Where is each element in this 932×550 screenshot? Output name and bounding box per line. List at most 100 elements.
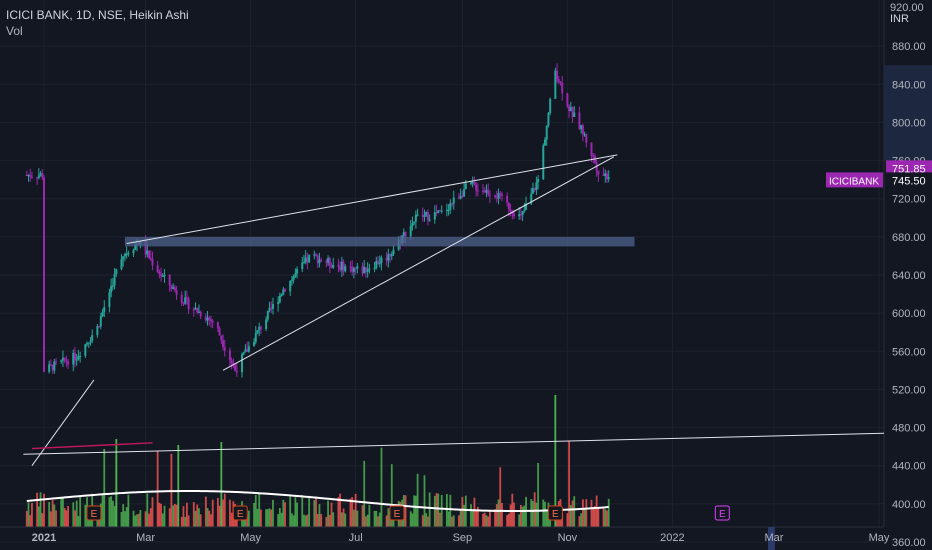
candle-body bbox=[435, 212, 438, 214]
volume-bar bbox=[218, 505, 221, 527]
currency-label[interactable]: INR bbox=[890, 13, 909, 25]
volume-bar bbox=[25, 510, 28, 527]
volume-spike bbox=[115, 439, 118, 527]
volume-bar bbox=[330, 502, 333, 527]
volume-bar bbox=[519, 505, 522, 527]
volume-bar bbox=[108, 497, 111, 527]
candle-body bbox=[211, 320, 214, 323]
candle-body bbox=[530, 193, 533, 204]
volume-spike bbox=[220, 442, 223, 527]
y-tick-label: 720.00 bbox=[892, 194, 926, 206]
volume-bar bbox=[483, 512, 486, 527]
candle-body bbox=[148, 250, 151, 258]
candle-body bbox=[392, 249, 395, 255]
candle-body bbox=[253, 341, 256, 347]
candle-body bbox=[304, 257, 307, 263]
volume-bar bbox=[284, 502, 286, 527]
volume-bar bbox=[199, 514, 202, 527]
volume-bar bbox=[136, 514, 138, 527]
volume-bar bbox=[506, 515, 509, 527]
candle-body bbox=[246, 349, 249, 352]
volume-bar bbox=[537, 462, 540, 527]
candle-body bbox=[48, 364, 51, 372]
candle-body bbox=[220, 335, 223, 341]
x-tick-label: Sep bbox=[453, 532, 473, 544]
candle-body bbox=[256, 330, 259, 334]
candle-body bbox=[91, 335, 94, 341]
candle-body bbox=[43, 177, 45, 372]
volume-bar bbox=[173, 503, 176, 527]
candle-body bbox=[449, 203, 452, 210]
candle-body bbox=[569, 107, 572, 112]
candle-body bbox=[590, 142, 593, 156]
volume-bar bbox=[352, 509, 355, 527]
candle-body bbox=[185, 297, 188, 299]
candle-body bbox=[254, 333, 257, 342]
candle-body bbox=[507, 202, 510, 210]
candle-body bbox=[206, 317, 209, 321]
volume-bar bbox=[464, 495, 467, 527]
volume-bar bbox=[39, 492, 42, 527]
candle-body bbox=[228, 350, 231, 361]
candle-body bbox=[194, 307, 197, 310]
volume-bar bbox=[452, 515, 455, 527]
volume-bar bbox=[211, 499, 214, 527]
volume-bar bbox=[289, 495, 292, 527]
volume-bar bbox=[266, 509, 269, 527]
candle-body bbox=[438, 210, 441, 212]
candle-body bbox=[328, 258, 331, 266]
volume-bar bbox=[445, 494, 448, 527]
volume-bar bbox=[55, 510, 57, 527]
candle-body bbox=[89, 340, 92, 343]
candle-body bbox=[404, 232, 407, 237]
earnings-marker: E bbox=[86, 505, 102, 521]
candle-body bbox=[79, 355, 82, 358]
candle-body bbox=[37, 175, 40, 178]
candle-body bbox=[180, 294, 183, 303]
volume-bar bbox=[513, 502, 515, 527]
x-tick-label: Mar bbox=[136, 532, 155, 544]
volume-bar bbox=[182, 506, 185, 527]
candle-body bbox=[216, 322, 219, 329]
volume-bar bbox=[125, 507, 128, 527]
x-tick-label: Mar bbox=[765, 532, 784, 544]
candle-body bbox=[67, 361, 70, 365]
volume-bar bbox=[592, 507, 595, 527]
candle-body bbox=[204, 316, 207, 321]
volume-bar bbox=[525, 496, 527, 527]
x-tick-label: May bbox=[869, 532, 890, 544]
volume-bar bbox=[229, 499, 231, 527]
volume-bar bbox=[332, 512, 335, 527]
candle-body bbox=[306, 257, 309, 263]
candle-body bbox=[487, 189, 490, 195]
volume-bar bbox=[139, 510, 142, 527]
volume-bar bbox=[375, 510, 378, 527]
earnings-marker: E bbox=[389, 505, 405, 521]
volume-bar bbox=[340, 512, 343, 527]
symbol-badge-text: ICICIBANK bbox=[829, 176, 879, 187]
candle-body bbox=[533, 188, 536, 190]
candle-body bbox=[535, 182, 538, 190]
volume-bar bbox=[325, 516, 328, 527]
volume-bar bbox=[361, 505, 364, 527]
last-price-text: 745.50 bbox=[892, 175, 926, 187]
candle-body bbox=[77, 356, 80, 360]
volume-bar bbox=[535, 502, 538, 527]
candle-body bbox=[244, 349, 247, 353]
candle-body bbox=[30, 176, 33, 179]
volume-bar bbox=[62, 498, 64, 527]
candle-body bbox=[197, 311, 200, 313]
volume-bar bbox=[87, 514, 90, 527]
candle-body bbox=[368, 268, 371, 270]
volume-bar bbox=[29, 515, 32, 527]
candle-body bbox=[170, 285, 173, 289]
candle-body bbox=[172, 287, 175, 289]
volume-bar bbox=[43, 493, 45, 527]
volume-bar bbox=[518, 514, 521, 527]
candle-body bbox=[413, 221, 416, 224]
candle-body bbox=[99, 316, 102, 327]
volume-bar bbox=[36, 492, 39, 527]
y-tick-label: 640.00 bbox=[892, 270, 926, 282]
candle-body bbox=[373, 267, 376, 270]
